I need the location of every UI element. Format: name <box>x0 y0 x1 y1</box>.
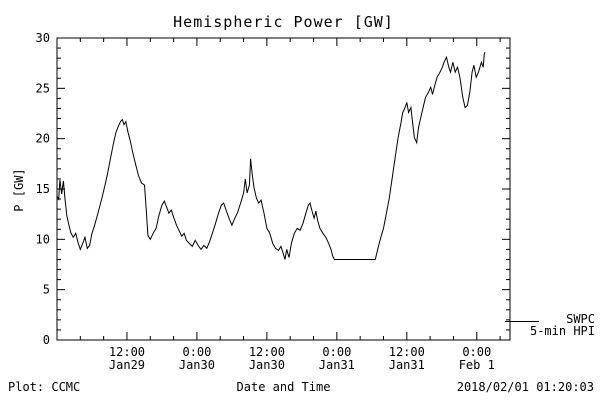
y-tick-label: 15 <box>36 182 50 196</box>
y-tick-label: 30 <box>36 31 50 45</box>
legend: SWPC 5-min HPI <box>530 313 595 337</box>
x-tick-label-date: Jan31 <box>319 358 355 372</box>
x-tick-label-time: 0:00 <box>462 345 491 359</box>
x-tick-label-date: Jan31 <box>389 358 425 372</box>
x-tick-label-date: Jan30 <box>249 358 285 372</box>
x-tick-label-date: Jan29 <box>109 358 145 372</box>
series-line <box>56 51 486 260</box>
x-axis-label: Date and Time <box>236 380 331 394</box>
y-tick-label: 10 <box>36 232 50 246</box>
y-tick-label: 20 <box>36 132 50 146</box>
chart-title: Hemispheric Power [GW] <box>173 13 394 31</box>
plot-timestamp: 2018/02/01 01:20:03 <box>456 380 594 394</box>
x-tick-label-time: 12:00 <box>249 345 285 359</box>
x-tick-label-date: Jan30 <box>179 358 215 372</box>
y-tick-label: 5 <box>43 283 50 297</box>
x-tick-label-date: Feb 1 <box>459 358 495 372</box>
legend-line-sample <box>505 321 539 322</box>
x-tick-label-time: 12:00 <box>109 345 145 359</box>
y-tick-label: 0 <box>43 333 50 347</box>
plot-source-label: Plot: CCMC <box>8 380 81 394</box>
y-tick-label: 25 <box>36 81 50 95</box>
x-tick-label-time: 12:00 <box>389 345 425 359</box>
x-tick-label-time: 0:00 <box>322 345 351 359</box>
x-tick-label-time: 0:00 <box>182 345 211 359</box>
legend-label-line2: 5-min HPI <box>529 324 595 338</box>
plot-frame <box>56 37 511 341</box>
legend-label-line1: SWPC <box>566 312 595 326</box>
